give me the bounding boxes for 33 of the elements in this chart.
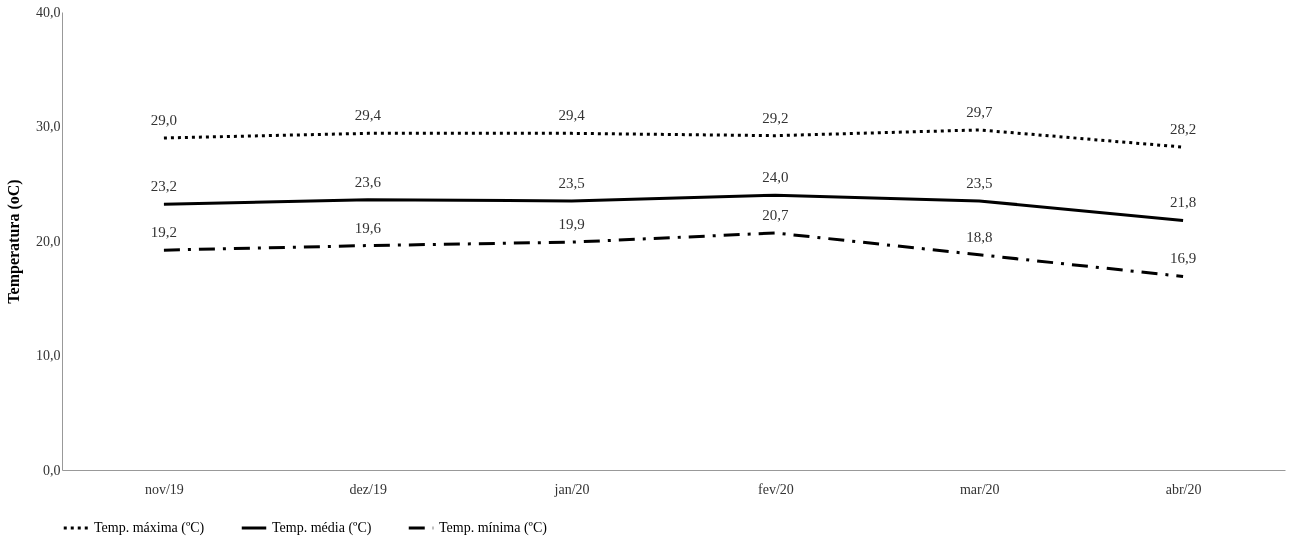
data-label: 19,2 bbox=[150, 224, 178, 241]
y-axis-title: Temperatura (oC) bbox=[5, 179, 23, 304]
data-label: 29,4 bbox=[354, 107, 382, 124]
data-label: 29,2 bbox=[762, 109, 789, 126]
x-tick-label: dez/19 bbox=[349, 481, 387, 497]
legend-label: Temp. mínima (ºC) bbox=[439, 520, 548, 536]
y-tick-label: 10,0 bbox=[36, 348, 61, 363]
x-tick-label: jan/20 bbox=[553, 481, 590, 497]
data-label: 16,9 bbox=[1169, 250, 1197, 267]
data-label: 24,0 bbox=[762, 169, 789, 186]
data-label: 23,5 bbox=[966, 174, 993, 191]
x-tick-label: nov/19 bbox=[144, 481, 184, 497]
data-label: 19,9 bbox=[558, 216, 585, 233]
data-label: 23,6 bbox=[354, 173, 382, 190]
y-tick-label: 40,0 bbox=[36, 4, 61, 20]
data-label: 29,0 bbox=[150, 111, 178, 128]
data-label: 29,4 bbox=[558, 107, 586, 124]
data-label: 29,7 bbox=[966, 103, 993, 120]
data-label: 18,8 bbox=[966, 228, 993, 245]
data-label: 21,8 bbox=[1169, 194, 1197, 211]
y-tick-label: 0,0 bbox=[43, 462, 61, 478]
data-label: 23,2 bbox=[150, 178, 178, 195]
x-tick-label: fev/20 bbox=[758, 481, 794, 497]
legend-label: Temp. máxima (ºC) bbox=[94, 520, 205, 536]
data-label: 19,6 bbox=[354, 219, 382, 236]
y-tick-label: 20,0 bbox=[36, 233, 61, 249]
x-tick-label: mar/20 bbox=[959, 481, 1000, 497]
x-tick-label: abr/20 bbox=[1165, 481, 1202, 497]
y-tick-label: 30,0 bbox=[36, 119, 61, 134]
data-label: 20,7 bbox=[762, 206, 790, 223]
legend-label: Temp. média (ºC) bbox=[272, 520, 372, 536]
data-label: 28,2 bbox=[1169, 121, 1197, 138]
data-label: 23,5 bbox=[558, 174, 585, 191]
